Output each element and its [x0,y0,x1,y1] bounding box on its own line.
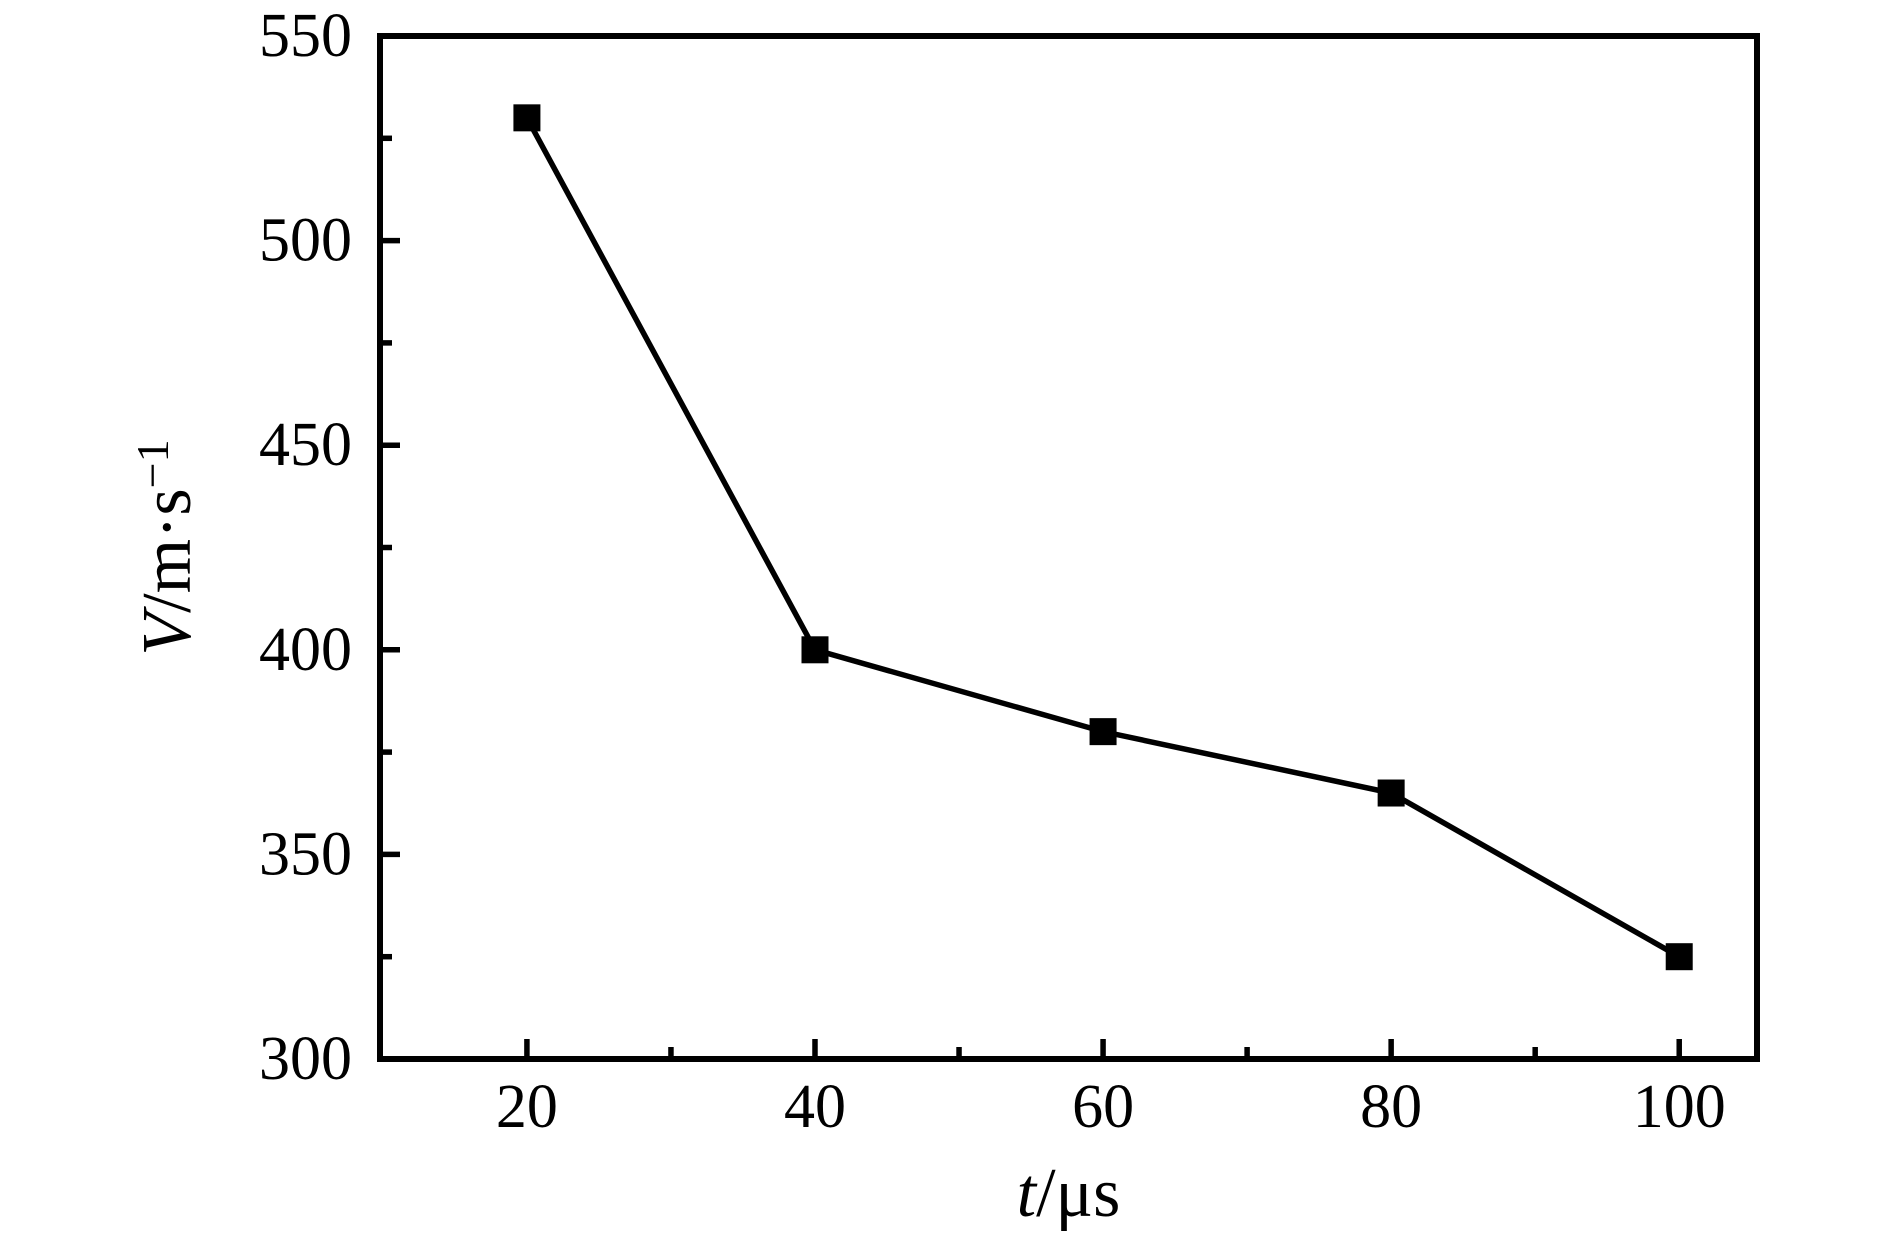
y-axis-label: V/m·s−1 [127,439,206,655]
data-point-marker [1377,779,1405,807]
plot-frame [377,33,1760,1062]
data-line [524,115,1682,960]
x-tick-label: 20 [496,1073,558,1141]
data-point-marker [1665,943,1693,971]
data-point-marker [513,104,541,132]
data-point-marker [1089,718,1117,746]
y-tick-label: 500 [259,207,352,275]
x-tick-label: 80 [1360,1073,1422,1141]
y-tick-label: 450 [259,411,352,479]
data-point-marker [801,636,829,664]
y-tick-label: 300 [259,1025,352,1093]
x-tick-label: 100 [1633,1073,1726,1141]
y-tick-label: 550 [259,2,352,70]
y-tick-label: 350 [259,820,352,888]
y-tick-label: 400 [259,616,352,684]
x-tick-label: 40 [784,1073,846,1141]
x-tick-label: 60 [1072,1073,1134,1141]
x-axis-label: t/μs [1017,1155,1121,1232]
